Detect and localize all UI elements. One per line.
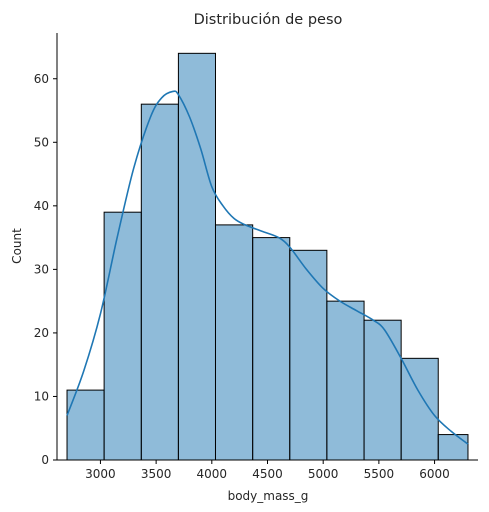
- histogram-bar-4: [214, 224, 254, 461]
- x-tick-label: 5000: [308, 467, 339, 481]
- y-tick-label: 10: [34, 389, 49, 403]
- y-tick-label: 20: [34, 326, 49, 340]
- y-tick-label: 50: [34, 135, 49, 149]
- x-ticks-group: 3000 3500 4000 4500 5000 5500 6000: [85, 460, 450, 481]
- histogram-bar-6: [289, 249, 328, 461]
- y-tick-label: 40: [34, 199, 49, 213]
- x-axis-label: body_mass_g: [228, 489, 309, 503]
- y-tick-label: 30: [34, 262, 49, 276]
- histogram-bar-2: [140, 103, 179, 461]
- histogram-bar-3: [177, 52, 216, 461]
- x-tick-label: 4500: [252, 467, 283, 481]
- x-tick-label: 6000: [419, 467, 450, 481]
- x-tick-label: 3500: [141, 467, 172, 481]
- histogram-bar-8: [363, 319, 402, 461]
- histogram-bar-5: [252, 237, 291, 461]
- y-axis-label: Count: [10, 228, 24, 264]
- x-tick-label: 4000: [197, 467, 228, 481]
- x-tick-label: 3000: [85, 467, 116, 481]
- histogram-bar-7: [326, 300, 365, 461]
- y-tick-label: 0: [41, 453, 49, 467]
- histogram-bar-1: [103, 211, 142, 461]
- y-tick-label: 60: [34, 72, 49, 86]
- bars-group: [66, 52, 469, 461]
- histogram-bar-10: [437, 434, 469, 461]
- kde-curve: [66, 90, 469, 445]
- histogram-bar-9: [400, 357, 439, 461]
- x-tick-label: 5500: [364, 467, 395, 481]
- chart-title: Distribución de peso: [194, 12, 343, 28]
- y-ticks-group: 0 10 20 30 40 50 60: [34, 72, 57, 467]
